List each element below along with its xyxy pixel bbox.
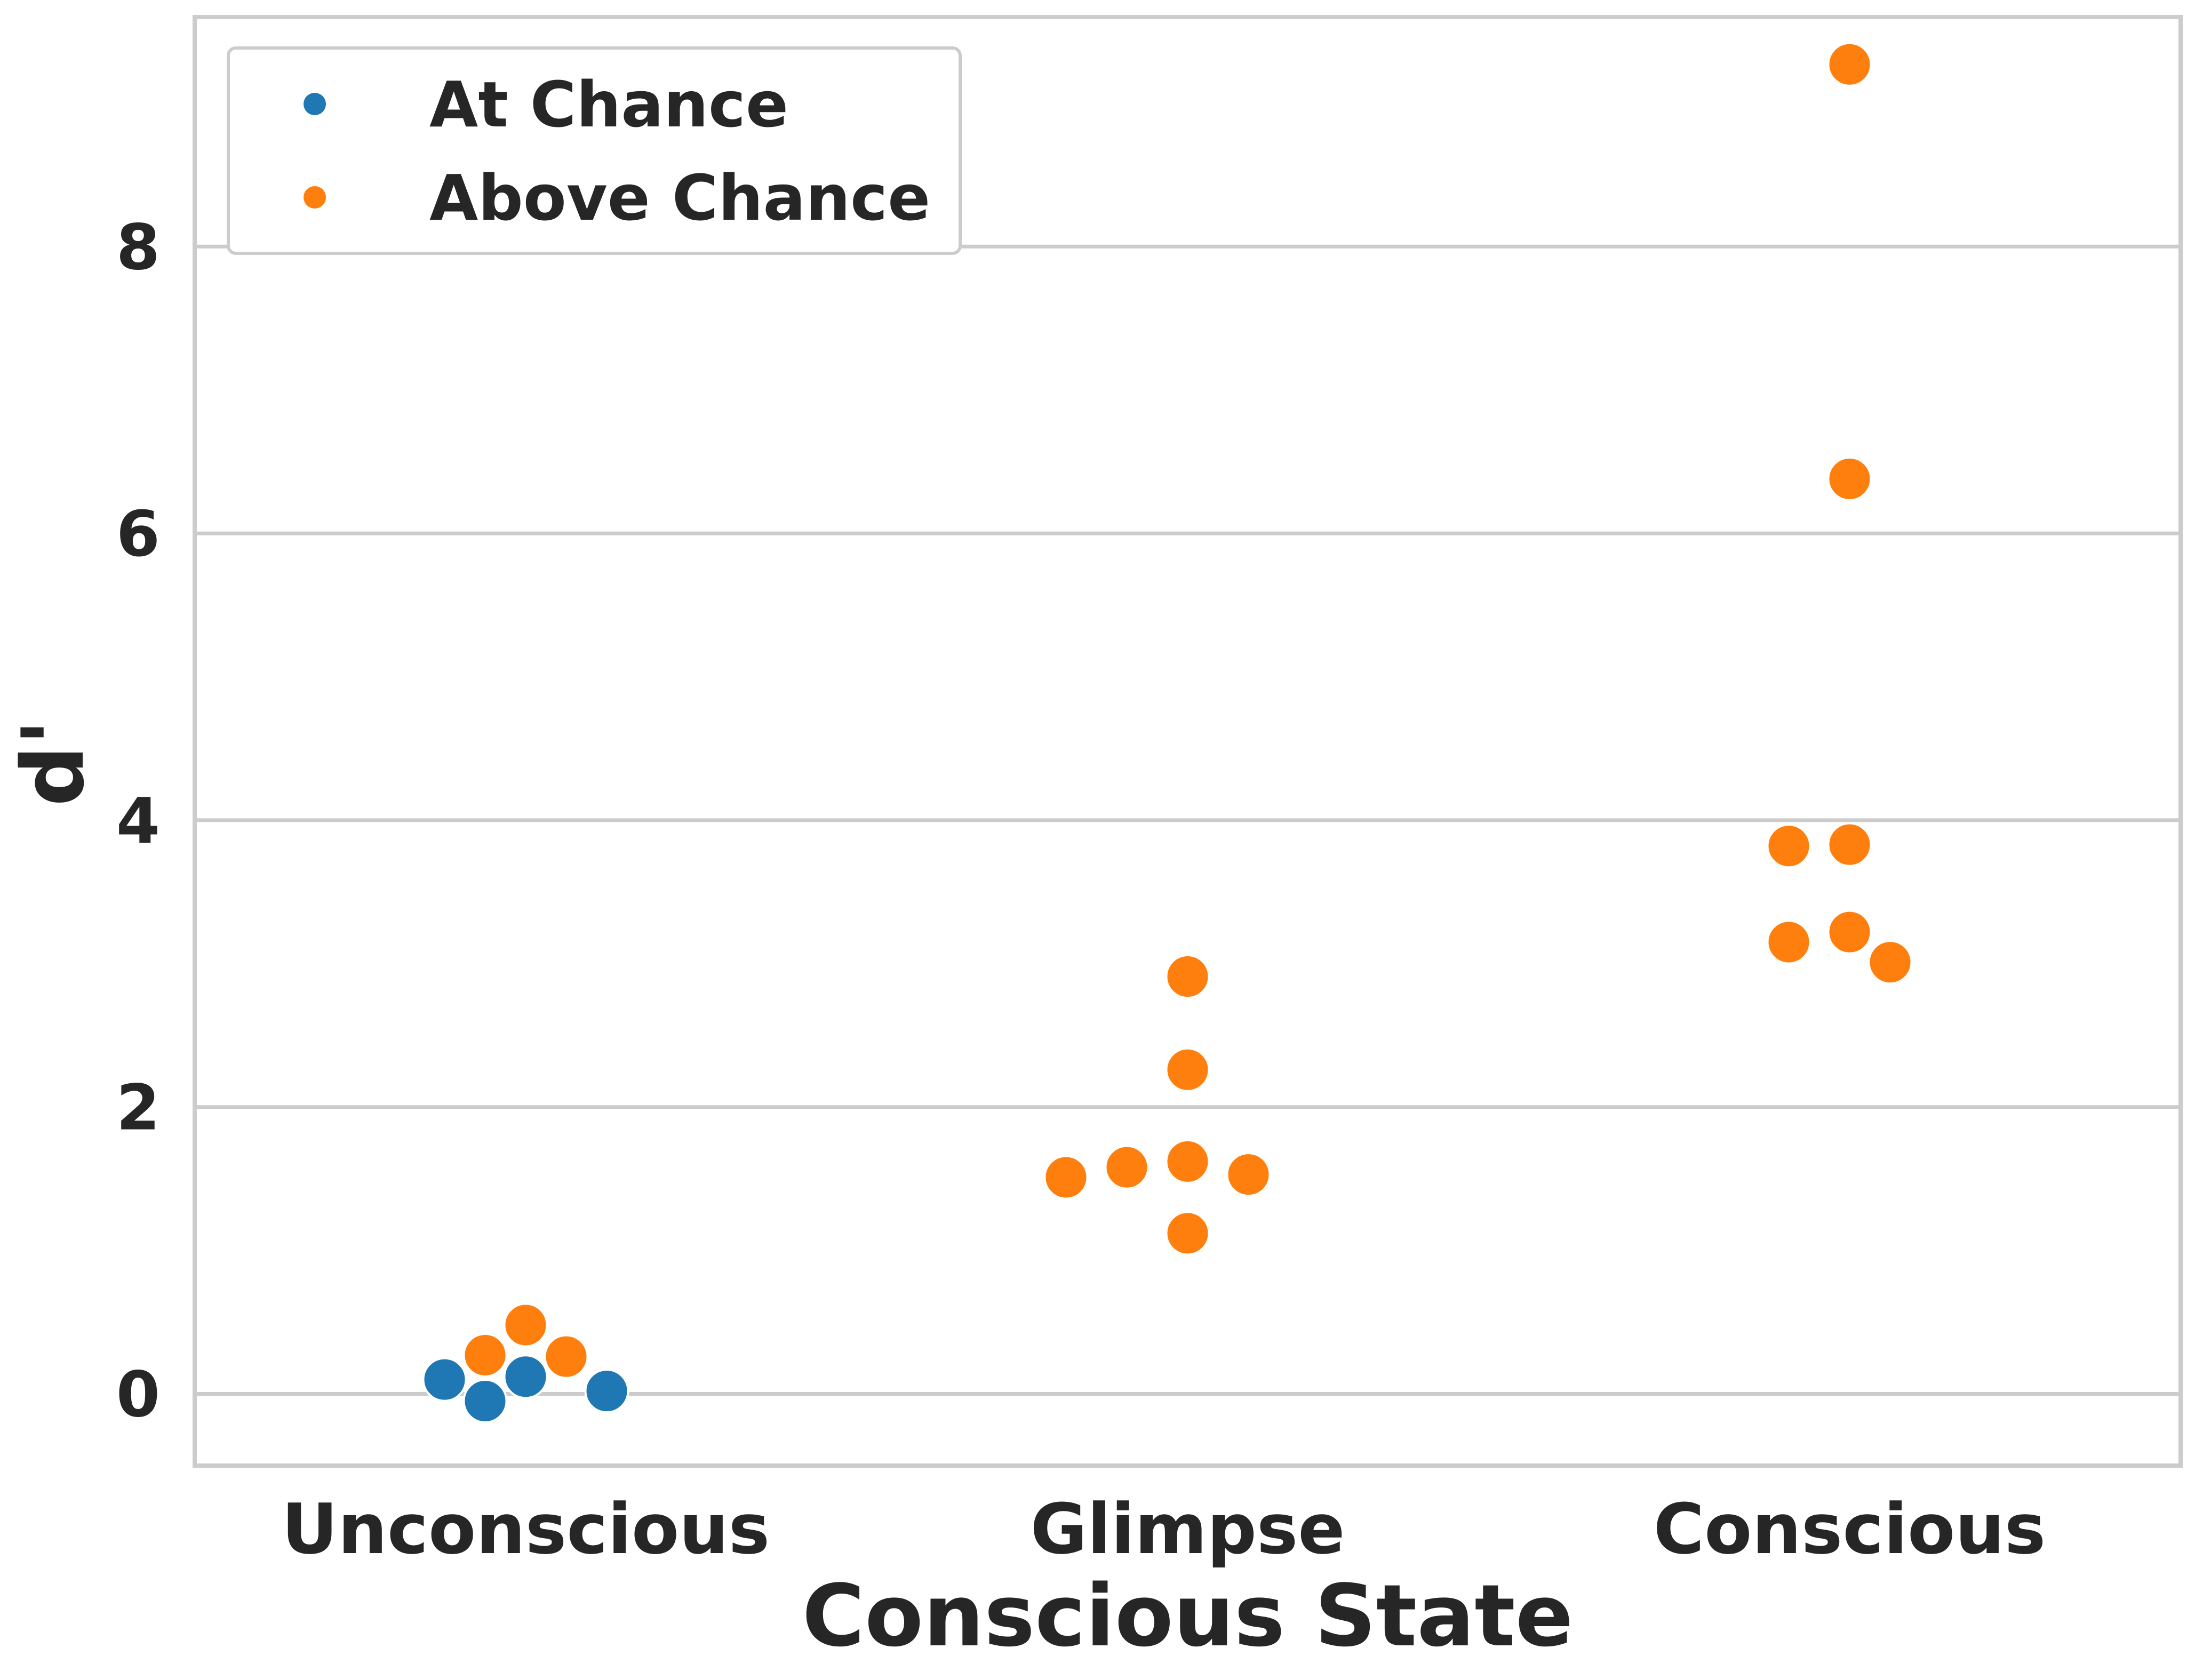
- data-point: [1827, 822, 1872, 867]
- data-point: [1165, 1047, 1210, 1092]
- x-tick-labels: Unconscious Glimpse Conscious: [282, 1489, 2046, 1570]
- legend-items: At Chance Above Chance: [304, 68, 930, 235]
- legend-label: Above Chance: [429, 161, 930, 235]
- y-axis-title: d': [3, 719, 103, 807]
- data-point: [1766, 919, 1811, 965]
- data-point: [1867, 940, 1913, 985]
- data-point: [584, 1369, 629, 1414]
- data-point: [503, 1354, 548, 1399]
- data-point: [1766, 823, 1811, 869]
- data-point: [462, 1378, 508, 1423]
- y-tick-label: 6: [116, 497, 160, 571]
- legend-label: At Chance: [429, 68, 788, 141]
- data-point: [1827, 42, 1872, 87]
- data-point: [422, 1357, 467, 1402]
- legend-marker: [304, 93, 326, 115]
- x-tick-label: Unconscious: [282, 1489, 770, 1570]
- legend: At Chance Above Chance: [227, 46, 962, 255]
- y-tick-labels: 0 2 4 6 8: [116, 210, 160, 1431]
- data-point: [544, 1334, 589, 1379]
- y-tick-label: 2: [116, 1071, 160, 1145]
- data-point: [1043, 1155, 1089, 1200]
- y-tick-label: 4: [116, 784, 160, 858]
- legend-marker: [304, 186, 326, 209]
- data-point: [1104, 1145, 1150, 1190]
- data-point: [1226, 1152, 1271, 1197]
- y-tick-label: 0: [116, 1358, 160, 1431]
- y-tick-label: 8: [116, 210, 160, 284]
- data-point: [503, 1302, 548, 1348]
- legend-box: [227, 46, 962, 255]
- data-point: [1165, 954, 1210, 999]
- data-point: [462, 1332, 508, 1378]
- data-point: [1165, 1139, 1210, 1184]
- data-point: [1165, 1211, 1210, 1256]
- data-point: [1827, 909, 1872, 955]
- x-tick-label: Conscious: [1654, 1489, 2046, 1570]
- plot-frame: [193, 15, 2183, 1468]
- x-axis-title: Conscious State: [802, 1566, 1574, 1666]
- data-points: [422, 42, 1913, 1423]
- x-tick-label: Glimpse: [1031, 1489, 1345, 1570]
- data-point: [1827, 456, 1872, 501]
